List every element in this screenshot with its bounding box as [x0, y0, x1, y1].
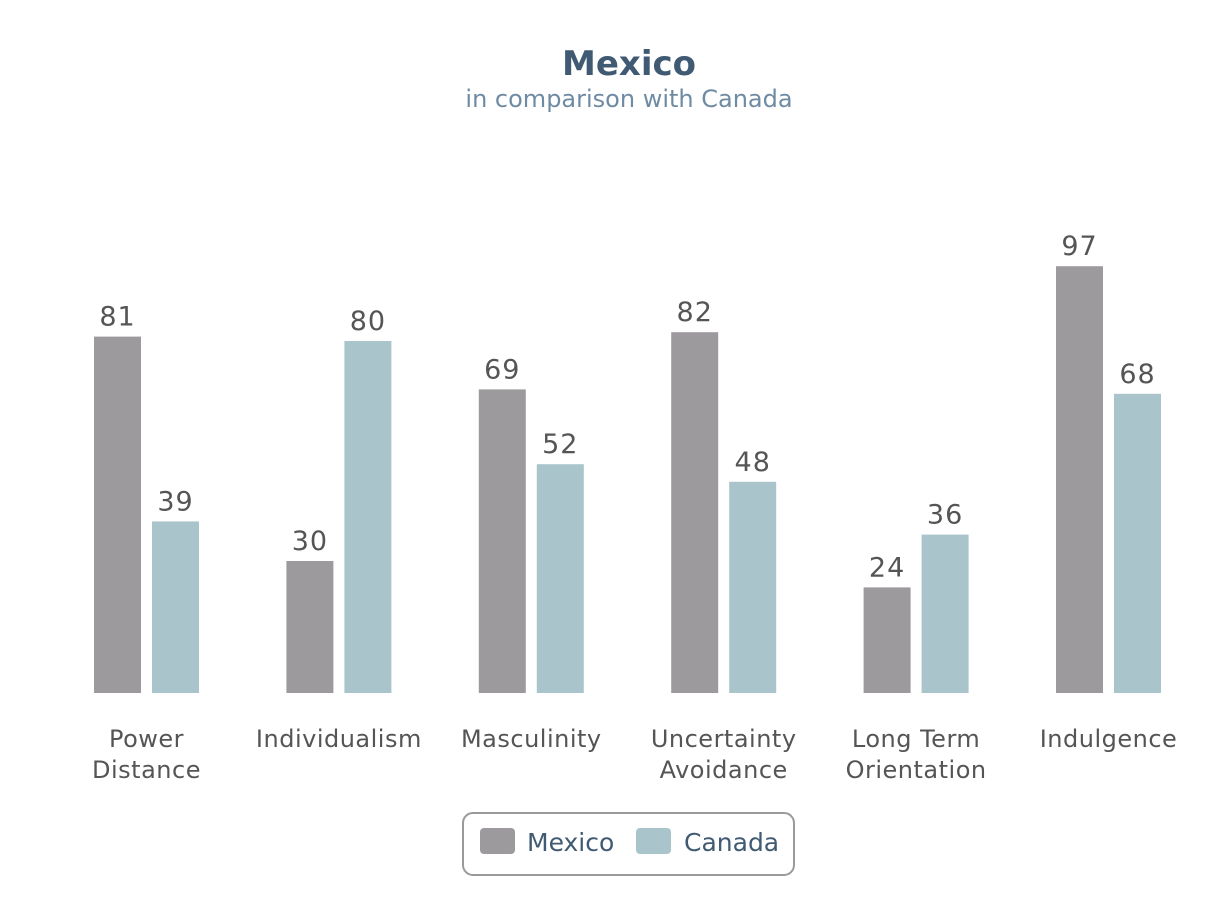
- data-label-mexico-individualism: 30: [292, 526, 328, 557]
- data-label-mexico-power-distance: 81: [99, 302, 135, 333]
- data-label-mexico-uncertainty-avoidance: 82: [677, 297, 713, 328]
- bar-canada-indulgence[interactable]: [1114, 393, 1161, 693]
- category-label-masculinity: Masculinity: [461, 725, 602, 753]
- data-labels-layer: 81 39 30 80 69 52 82 48 24 36 97 68: [99, 231, 1155, 583]
- data-label-mexico-masculinity: 69: [484, 354, 520, 385]
- bar-mexico-long-term-orientation[interactable]: [863, 587, 911, 693]
- legend: Mexico Canada: [462, 812, 795, 876]
- category-label-line: Orientation: [846, 756, 987, 784]
- category-label-line: Masculinity: [461, 725, 602, 753]
- category-label-long-term-orientation: Long Term Orientation: [846, 725, 987, 784]
- data-label-canada-masculinity: 52: [542, 429, 578, 460]
- bars-layer: [94, 266, 1161, 693]
- data-label-canada-individualism: 80: [350, 306, 386, 337]
- bar-mexico-masculinity[interactable]: [478, 389, 526, 693]
- chart-title: Mexico: [562, 44, 696, 84]
- category-label-line: Indulgence: [1040, 725, 1178, 753]
- category-label-line: Power: [109, 725, 184, 753]
- category-label-line: Individualism: [256, 725, 422, 753]
- data-label-mexico-long-term-orientation: 24: [869, 552, 905, 583]
- bar-mexico-individualism[interactable]: [286, 561, 334, 693]
- data-label-canada-indulgence: 68: [1119, 359, 1155, 390]
- category-label-individualism: Individualism: [256, 725, 422, 753]
- legend-label-canada[interactable]: Canada: [684, 828, 779, 857]
- legend-swatch-mexico[interactable]: [480, 828, 515, 854]
- data-label-canada-power-distance: 39: [157, 486, 193, 517]
- bar-canada-power-distance[interactable]: [152, 521, 199, 693]
- category-label-power-distance: Power Distance: [92, 725, 201, 784]
- bar-canada-uncertainty-avoidance[interactable]: [729, 481, 777, 693]
- category-label-uncertainty-avoidance: Uncertainty Avoidance: [651, 725, 797, 784]
- bar-mexico-uncertainty-avoidance[interactable]: [671, 332, 719, 693]
- category-label-line: Distance: [92, 756, 201, 784]
- legend-label-mexico[interactable]: Mexico: [527, 828, 614, 857]
- category-label-line: Avoidance: [660, 756, 788, 784]
- category-label-line: Uncertainty: [651, 725, 797, 753]
- bar-canada-individualism[interactable]: [344, 341, 392, 693]
- category-label-indulgence: Indulgence: [1040, 725, 1178, 753]
- bar-canada-masculinity[interactable]: [536, 464, 584, 693]
- data-label-mexico-indulgence: 97: [1061, 231, 1097, 262]
- data-label-canada-uncertainty-avoidance: 48: [735, 447, 771, 478]
- category-labels-layer: Power Distance Individualism Masculinity Unc…: [92, 725, 1177, 784]
- chart-subtitle: in comparison with Canada: [465, 85, 792, 113]
- bar-mexico-indulgence[interactable]: [1056, 266, 1103, 693]
- bar-canada-long-term-orientation[interactable]: [921, 534, 969, 693]
- legend-swatch-canada[interactable]: [636, 828, 671, 854]
- bar-mexico-power-distance[interactable]: [94, 336, 141, 693]
- data-label-canada-long-term-orientation: 36: [927, 500, 963, 531]
- legend-box: [462, 812, 795, 876]
- category-label-line: Long Term: [852, 725, 980, 753]
